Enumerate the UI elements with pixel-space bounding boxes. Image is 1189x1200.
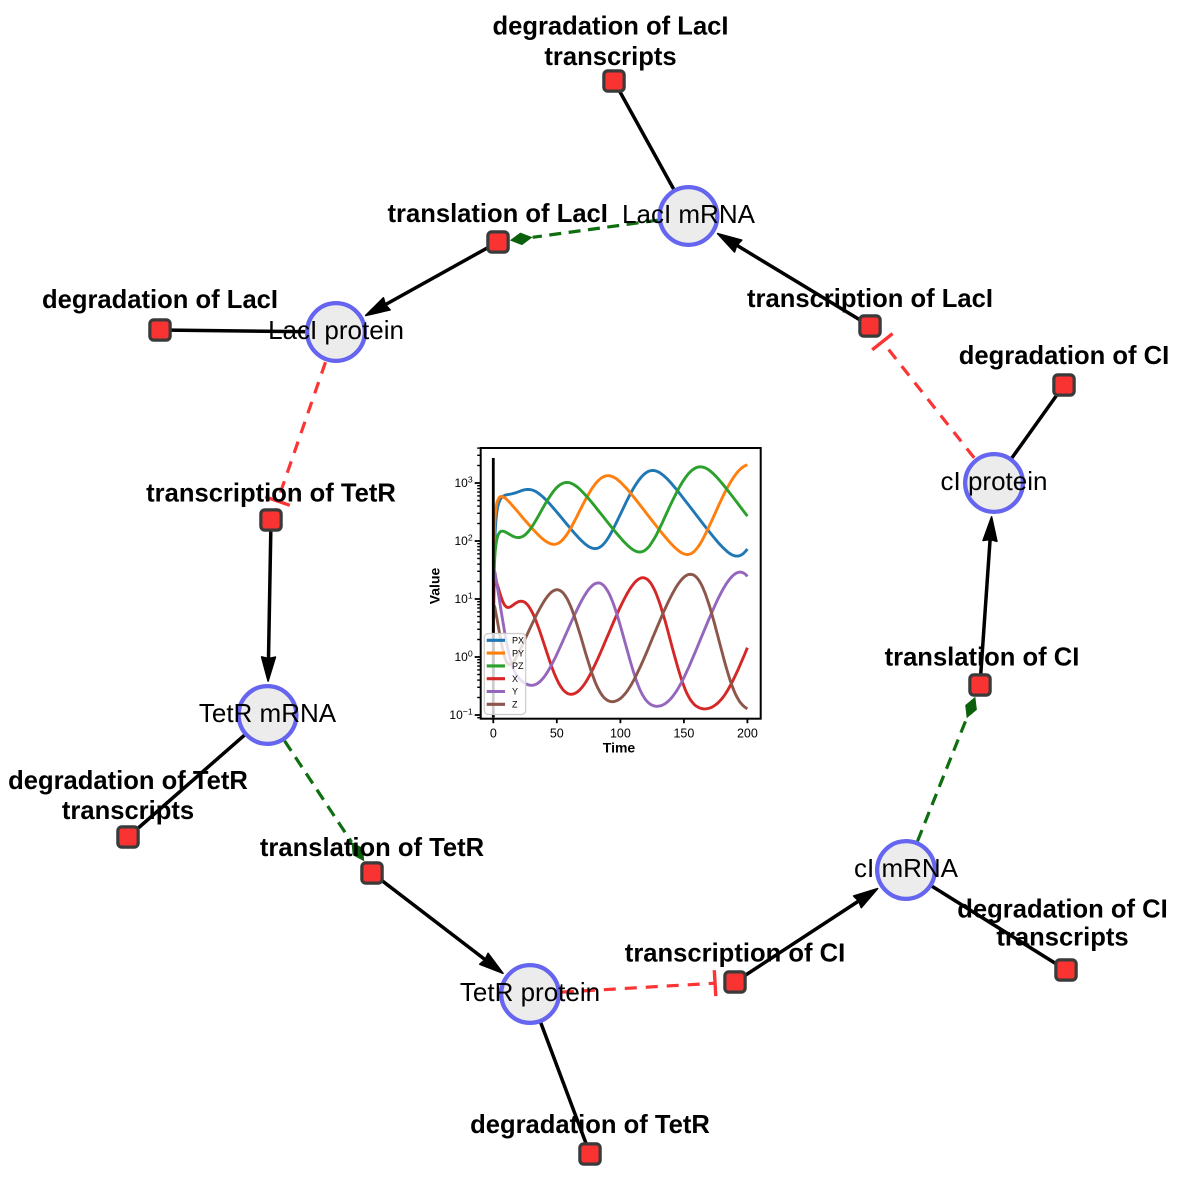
svg-text:10−1: 10−1 <box>449 707 472 723</box>
svg-text:Value: Value <box>427 568 443 605</box>
svg-text:transcription of TetR: transcription of TetR <box>146 480 396 508</box>
svg-text:101: 101 <box>454 591 472 607</box>
svg-text:PZ: PZ <box>512 661 524 671</box>
svg-text:100: 100 <box>610 726 631 740</box>
svg-text:102: 102 <box>454 533 472 549</box>
svg-text:transcription of LacI: transcription of LacI <box>747 285 993 313</box>
svg-text:transcription of CI: transcription of CI <box>625 940 845 968</box>
svg-text:X: X <box>512 674 518 684</box>
svg-text:50: 50 <box>550 726 564 740</box>
svg-text:transcripts: transcripts <box>62 797 194 825</box>
svg-text:transcripts: transcripts <box>544 43 676 71</box>
svg-text:translation of CI: translation of CI <box>885 644 1080 672</box>
svg-text:degradation of TetR: degradation of TetR <box>470 1111 710 1139</box>
svg-text:150: 150 <box>673 726 694 740</box>
svg-text:LacI protein: LacI protein <box>268 315 404 345</box>
svg-text:PX: PX <box>512 636 524 646</box>
svg-text:transcripts: transcripts <box>996 924 1128 952</box>
svg-text:translation of LacI: translation of LacI <box>387 200 607 228</box>
svg-text:cI protein: cI protein <box>941 466 1048 496</box>
svg-text:PY: PY <box>512 648 524 658</box>
svg-text:200: 200 <box>737 726 758 740</box>
svg-text:cI mRNA: cI mRNA <box>854 853 959 883</box>
svg-text:100: 100 <box>454 649 472 665</box>
svg-text:Z: Z <box>512 700 518 710</box>
svg-text:degradation of LacI: degradation of LacI <box>492 13 728 41</box>
svg-text:Time: Time <box>603 740 636 756</box>
svg-text:translation of TetR: translation of TetR <box>260 834 484 862</box>
svg-text:Y: Y <box>512 687 518 697</box>
svg-text:103: 103 <box>454 475 472 491</box>
svg-text:0: 0 <box>490 726 497 740</box>
svg-text:TetR mRNA: TetR mRNA <box>199 698 337 728</box>
svg-text:LacI mRNA: LacI mRNA <box>622 199 756 229</box>
svg-text:degradation of CI: degradation of CI <box>959 342 1169 370</box>
svg-text:TetR protein: TetR protein <box>460 977 600 1007</box>
svg-text:degradation of CI: degradation of CI <box>957 896 1167 924</box>
svg-text:degradation of LacI: degradation of LacI <box>42 286 278 314</box>
svg-text:degradation of TetR: degradation of TetR <box>8 767 248 795</box>
